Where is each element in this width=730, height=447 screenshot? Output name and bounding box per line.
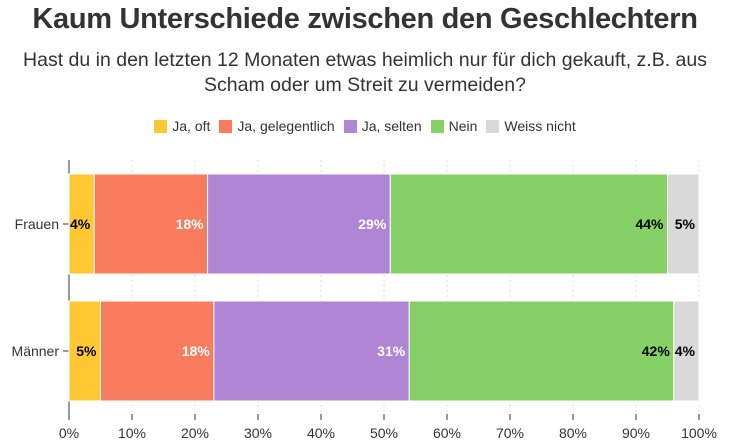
legend-label: Ja, gelegentlich (237, 118, 335, 134)
x-tick-label: 0% (59, 425, 79, 441)
legend-label: Ja, selten (361, 118, 422, 134)
data-label: 5% (675, 216, 696, 232)
legend-item: Ja, gelegentlich (219, 118, 335, 134)
legend-swatch (154, 119, 168, 133)
legend-label: Ja, oft (172, 118, 211, 134)
x-tick-label: 10% (118, 425, 146, 441)
bar-segment (389, 173, 668, 275)
x-tick-label: 100% (681, 425, 717, 441)
bar-segment (100, 300, 215, 402)
legend-swatch (343, 119, 357, 133)
chart-subtitle: Hast du in den letzten 12 Monaten etwas … (20, 48, 710, 98)
x-tick-label: 20% (181, 425, 209, 441)
chart-title: Kaum Unterschiede zwischen den Geschlech… (32, 3, 698, 35)
legend-item: Ja, selten (343, 118, 422, 134)
data-label: 4% (70, 216, 91, 232)
data-label: 29% (358, 216, 387, 232)
category-label: Männer (12, 343, 60, 359)
x-tick-label: 40% (307, 425, 335, 441)
bar-segment (213, 300, 410, 402)
legend-swatch (430, 119, 444, 133)
legend-item: Weiss nicht (486, 118, 576, 134)
chart-legend: Ja, oft Ja, gelegentlich Ja, selten Nein Wei… (0, 118, 730, 134)
x-tick-label: 30% (244, 425, 272, 441)
legend-label: Nein (448, 118, 478, 134)
category-label: Frauen (15, 216, 59, 232)
bar-segment (207, 173, 391, 275)
bar-segment (408, 300, 675, 402)
data-label: 5% (76, 343, 97, 359)
data-label: 18% (176, 216, 205, 232)
x-tick-label: 90% (622, 425, 650, 441)
legend-item: Nein (430, 118, 478, 134)
bar-segment (93, 173, 209, 275)
subtitle-line-1: Hast du in den letzten 12 Monaten etwas … (23, 49, 707, 71)
bar-segment (673, 300, 700, 402)
data-label: 44% (635, 216, 664, 232)
x-tick-label: 60% (433, 425, 461, 441)
x-tick-label: 50% (370, 425, 398, 441)
data-label: 4% (675, 343, 696, 359)
data-label: 31% (377, 343, 406, 359)
bar-segment (68, 300, 101, 402)
legend-label: Weiss nicht (504, 118, 576, 134)
subtitle-line-2: Scham oder um Streit zu vermeiden? (204, 74, 526, 96)
legend-item: Ja, oft (154, 118, 210, 134)
x-tick-label: 80% (559, 425, 587, 441)
bar-segment (667, 173, 700, 275)
x-tick-label: 70% (496, 425, 524, 441)
legend-swatch (486, 119, 500, 133)
data-label: 18% (182, 343, 211, 359)
legend-swatch (219, 119, 233, 133)
data-label: 42% (642, 343, 671, 359)
